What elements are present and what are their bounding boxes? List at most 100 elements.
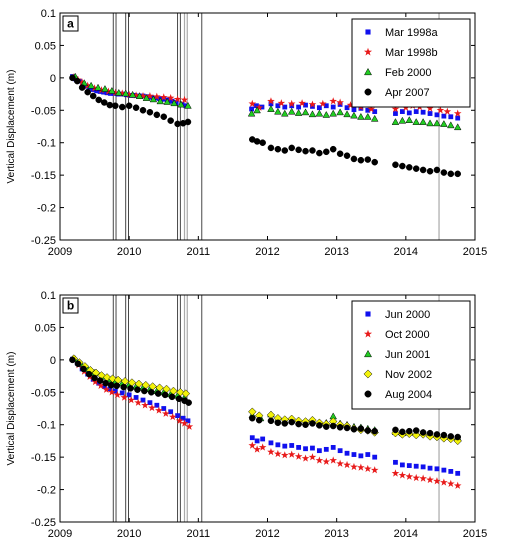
data-point [323,446,329,452]
series-aug-2004 [69,356,461,441]
data-point [322,457,331,465]
data-point [259,139,266,147]
data-point [433,166,441,174]
data-point [322,110,331,118]
legend-label: Mar 1998b [385,47,438,59]
data-point [139,92,147,100]
data-point [180,95,189,104]
data-point [433,431,441,438]
data-point [336,150,344,158]
legend-marker-icon [363,369,373,379]
data-point [248,441,257,449]
data-point [364,112,372,120]
data-point [419,118,427,125]
data-point [344,450,350,456]
y-tick-label: -0.15 [31,452,56,464]
data-point [89,92,97,100]
data-point [175,395,183,403]
data-point [249,106,254,112]
data-point [372,109,378,114]
data-point [133,395,139,400]
legend-marker-icon [364,390,372,398]
data-point [80,365,87,373]
data-point [323,423,330,430]
event-lines [112,295,440,522]
y-tick-label: -0.05 [31,387,56,399]
data-point [288,144,295,152]
data-point [101,85,109,92]
data-point [426,475,434,484]
data-point [125,90,133,98]
data-point [108,86,116,94]
data-point [419,429,427,436]
legend-label: Apr 2007 [385,87,430,99]
legend-box [351,18,471,108]
x-tick-label: 2009 [48,528,72,540]
data-point [440,120,448,127]
data-point [267,447,275,456]
data-point [426,104,434,112]
data-point [101,384,107,389]
data-point [126,392,132,398]
data-point [344,105,350,111]
data-point [141,401,149,409]
series-mar-1998b [70,73,462,117]
y-tick-label: 0.05 [35,40,56,52]
data-point [392,161,399,169]
data-point [412,430,421,440]
data-point [316,422,323,429]
data-point [315,109,324,117]
y-tick-label: 0.05 [35,322,56,334]
data-point [453,109,462,117]
x-tick-label: 2014 [394,528,418,540]
data-point [295,146,302,154]
data-point [253,106,261,114]
data-point [180,419,189,427]
data-point [168,412,177,421]
data-point [447,170,455,178]
data-point [440,431,448,439]
data-point [139,106,147,114]
data-point [391,104,400,113]
data-point [281,147,289,154]
legend-label: Mar 1998a [385,27,438,39]
x-tick-label: 2009 [48,246,72,258]
data-point [118,103,126,111]
data-point [111,88,120,97]
x-tick-label: 2013 [324,246,348,258]
data-point [115,88,123,96]
x-tick-label: 2013 [324,528,348,540]
data-point [294,452,303,460]
data-point [120,383,127,391]
data-point [358,453,364,459]
data-point [448,114,454,120]
data-point [412,118,420,125]
legend-label: Nov 2002 [385,369,432,381]
data-point [247,109,256,117]
data-point [363,464,372,473]
x-tick-label: 2011 [187,528,211,540]
data-point [443,107,452,115]
data-point [454,433,461,441]
data-point [140,397,146,403]
series-feb-2000 [71,72,462,131]
data-point [329,456,338,464]
panel-label-box [62,297,79,314]
legend-marker-icon [364,349,372,358]
data-point [406,110,412,116]
data-point [134,398,142,406]
data-point [364,427,372,434]
data-point [453,481,462,489]
data-point [399,428,406,436]
data-point [141,387,148,395]
data-point [274,107,282,115]
data-point [135,92,144,99]
data-point [393,111,398,116]
x-tick-label: 2012 [255,246,279,258]
data-point [180,415,186,421]
data-point [181,389,191,398]
data-point [357,112,365,120]
data-point [134,386,141,393]
legend-marker-icon [363,329,373,338]
data-point [267,105,275,112]
